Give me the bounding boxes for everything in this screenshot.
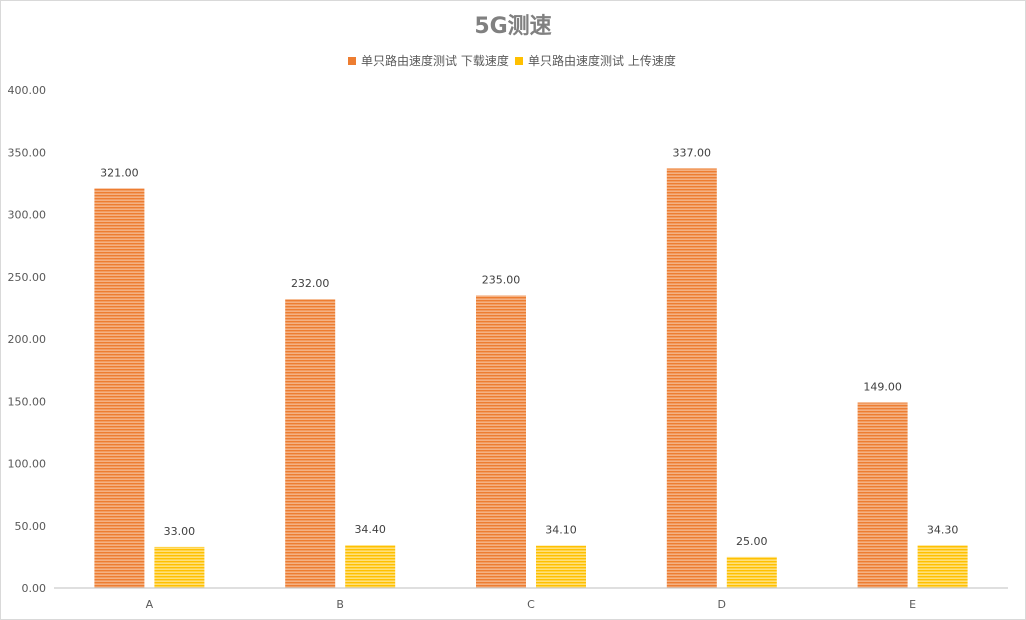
data-label-E-series-0: 149.00 bbox=[863, 380, 902, 393]
y-tick-label: 150.00 bbox=[8, 395, 47, 408]
chart-title: 5G测速 bbox=[474, 13, 551, 39]
y-tick-label: 400.00 bbox=[8, 84, 47, 97]
y-tick-label: 350.00 bbox=[8, 146, 47, 159]
bar-E-series-1 bbox=[917, 545, 968, 588]
legend-label-1: 单只路由速度测试 上传速度 bbox=[528, 53, 676, 68]
x-tick-label: C bbox=[527, 598, 535, 611]
data-label-C-series-0: 235.00 bbox=[482, 273, 521, 286]
data-label-B-series-1: 34.40 bbox=[354, 523, 386, 536]
data-label-B-series-0: 232.00 bbox=[291, 277, 330, 290]
y-tick-label: 0.00 bbox=[22, 582, 47, 595]
legend-swatch-1 bbox=[515, 57, 523, 65]
y-tick-label: 50.00 bbox=[15, 520, 47, 533]
data-label-C-series-1: 34.10 bbox=[545, 524, 577, 537]
bar-B-series-0 bbox=[285, 299, 336, 588]
y-tick-label: 200.00 bbox=[8, 333, 47, 346]
x-tick-label: A bbox=[146, 598, 154, 611]
x-tick-label: B bbox=[336, 598, 344, 611]
y-tick-label: 250.00 bbox=[8, 271, 47, 284]
legend: 单只路由速度测试 下载速度 单只路由速度测试 上传速度 bbox=[348, 53, 676, 68]
bar-A-series-1 bbox=[154, 546, 205, 588]
y-tick-label: 300.00 bbox=[8, 209, 47, 222]
x-axis: A B C D E bbox=[54, 587, 1008, 611]
data-label-A-series-1: 33.00 bbox=[164, 525, 196, 538]
data-label-D-series-0: 337.00 bbox=[673, 146, 712, 159]
data-label-E-series-1: 34.30 bbox=[927, 523, 959, 536]
bar-B-series-1 bbox=[345, 545, 396, 588]
y-tick-label: 100.00 bbox=[8, 458, 47, 471]
bar-C-series-1 bbox=[536, 545, 586, 588]
bar-A-series-0 bbox=[94, 188, 145, 589]
bar-D-series-0 bbox=[666, 168, 717, 588]
x-tick-label: D bbox=[718, 598, 726, 611]
bars: 321.00 33.00 232.00 34.40 235.00 34.10 337.00 2… bbox=[94, 146, 968, 589]
legend-swatch-0 bbox=[348, 57, 356, 65]
bar-C-series-0 bbox=[476, 295, 526, 588]
bar-D-series-1 bbox=[726, 556, 777, 588]
y-axis: 0.00 50.00 100.00 150.00 200.00 250.00 300.00 3… bbox=[8, 84, 47, 595]
data-label-A-series-0: 321.00 bbox=[100, 166, 139, 179]
bar-E-series-0 bbox=[857, 402, 908, 588]
legend-label-0: 单只路由速度测试 下载速度 bbox=[361, 53, 509, 68]
data-label-D-series-1: 25.00 bbox=[736, 535, 768, 548]
x-tick-label: E bbox=[909, 598, 916, 611]
